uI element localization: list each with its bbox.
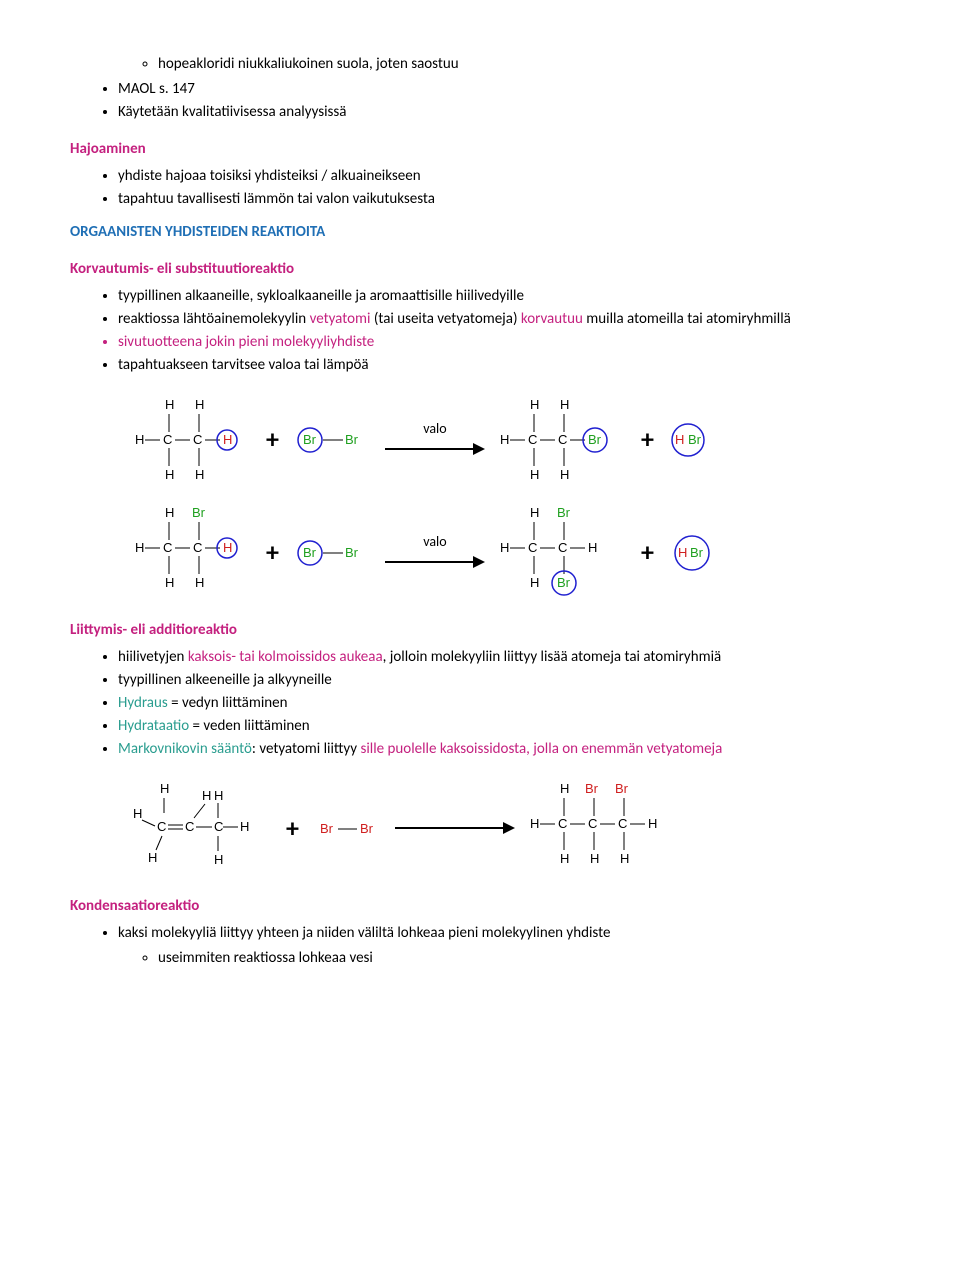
analysis-line: Käytetään kvalitatiivisessa analyysissä: [118, 102, 890, 123]
svg-text:C: C: [558, 816, 567, 831]
liittymis-b5: Markovnikovin sääntö: vetyatomi liittyy …: [118, 739, 890, 760]
plus-icon: +: [286, 810, 299, 846]
korvautumis-b3: sivutuotteena jokin pieni molekyyliyhdis…: [118, 332, 890, 353]
hajoaminen-b1: yhdiste hajoaa toisiksi yhdisteiksi / al…: [118, 166, 890, 187]
svg-text:Br: Br: [345, 545, 359, 560]
liittymis-b1: hiilivetyjen kaksois- tai kolmoissidos a…: [118, 647, 890, 668]
svg-text:H: H: [165, 505, 174, 520]
svg-text:Br: Br: [688, 432, 702, 447]
svg-text:H: H: [560, 851, 569, 866]
liittymis-b3: Hydraus = vedyn liittäminen: [118, 693, 890, 714]
liittymis-list: hiilivetyjen kaksois- tai kolmoissidos a…: [70, 647, 890, 760]
hajoaminen-list: yhdiste hajoaa toisiksi yhdisteiksi / al…: [70, 166, 890, 210]
plus-icon: +: [266, 421, 279, 457]
svg-text:H: H: [500, 540, 509, 555]
substitution-diagram-1: H H H C C H H H + Br Br valo: [130, 394, 890, 484]
plus-icon: +: [266, 534, 279, 570]
svg-text:H: H: [223, 540, 232, 555]
korvautumis-b2: reaktiossa lähtöainemolekyylin vetyatomi…: [118, 309, 890, 330]
svg-text:Br: Br: [320, 821, 334, 836]
svg-text:H: H: [223, 432, 232, 447]
liittymis-title: Liittymis- eli additioreaktio: [70, 620, 890, 641]
liittymis-b2: tyypillinen alkeeneille ja alkyyneille: [118, 670, 890, 691]
svg-text:H: H: [165, 575, 174, 590]
svg-text:C: C: [528, 432, 537, 447]
svg-text:H: H: [560, 467, 569, 482]
kondensaatio-b1: kaksi molekyyliä liittyy yhteen ja niide…: [118, 923, 890, 969]
svg-text:H: H: [530, 397, 539, 412]
hajoaminen-title: Hajoaminen: [70, 139, 890, 160]
orgaanisten-title: ORGAANISTEN YHDISTEIDEN REAKTIOITA: [70, 222, 890, 243]
korvautumis-list: tyypillinen alkaaneille, sykloalkaaneill…: [70, 286, 890, 376]
svg-text:H: H: [500, 432, 509, 447]
addition-diagram: H H H C C C H H H H + Br Br: [130, 778, 890, 878]
svg-text:H: H: [560, 781, 569, 796]
svg-text:H: H: [165, 397, 174, 412]
svg-text:H: H: [240, 819, 249, 834]
svg-text:H: H: [530, 816, 539, 831]
svg-text:H: H: [588, 540, 597, 555]
svg-text:H: H: [530, 467, 539, 482]
svg-text:H: H: [148, 850, 157, 865]
svg-text:H: H: [590, 851, 599, 866]
svg-text:C: C: [618, 816, 627, 831]
svg-text:Br: Br: [690, 545, 704, 560]
svg-text:C: C: [558, 432, 567, 447]
svg-text:Br: Br: [588, 432, 602, 447]
svg-text:H: H: [675, 432, 684, 447]
plus-icon: +: [641, 421, 654, 457]
svg-text:H: H: [133, 806, 142, 821]
svg-text:H: H: [195, 467, 204, 482]
svg-text:H: H: [135, 540, 144, 555]
maol-ref: MAOL s. 147: [118, 79, 890, 100]
svg-text:C: C: [157, 819, 166, 834]
valo-label-1: valo: [423, 419, 446, 439]
liittymis-b4: Hydrataatio = veden liittäminen: [118, 716, 890, 737]
svg-text:Br: Br: [615, 781, 629, 796]
korvautumis-b1: tyypillinen alkaaneille, sykloalkaaneill…: [118, 286, 890, 307]
kondensaatio-b1-sub: useimmiten reaktiossa lohkeaa vesi: [158, 948, 890, 969]
svg-text:H: H: [214, 788, 223, 803]
svg-text:H: H: [530, 505, 539, 520]
svg-text:Br: Br: [303, 545, 317, 560]
svg-text:Br: Br: [360, 821, 374, 836]
svg-text:H: H: [678, 545, 687, 560]
svg-text:Br: Br: [192, 505, 206, 520]
svg-text:Br: Br: [557, 505, 571, 520]
svg-text:H: H: [165, 467, 174, 482]
svg-text:H: H: [620, 851, 629, 866]
svg-text:C: C: [193, 432, 202, 447]
svg-text:Br: Br: [557, 575, 571, 590]
svg-text:H: H: [202, 788, 211, 803]
svg-text:C: C: [558, 540, 567, 555]
svg-text:C: C: [185, 819, 194, 834]
hajoaminen-b2: tapahtuu tavallisesti lämmön tai valon v…: [118, 189, 890, 210]
svg-text:Br: Br: [585, 781, 599, 796]
substitution-diagram-2: H Br H C C H H H + Br Br valo: [130, 502, 890, 602]
kondensaatio-title: Kondensaatioreaktio: [70, 896, 890, 917]
svg-text:H: H: [530, 575, 539, 590]
svg-text:C: C: [163, 432, 172, 447]
svg-text:H: H: [560, 397, 569, 412]
valo-label-2: valo: [423, 532, 446, 552]
kondensaatio-list: kaksi molekyyliä liittyy yhteen ja niide…: [70, 923, 890, 969]
svg-text:H: H: [195, 397, 204, 412]
svg-text:H: H: [160, 781, 169, 796]
svg-text:C: C: [163, 540, 172, 555]
svg-text:Br: Br: [345, 432, 359, 447]
svg-text:H: H: [135, 432, 144, 447]
svg-text:Br: Br: [303, 432, 317, 447]
svg-text:C: C: [214, 819, 223, 834]
svg-text:C: C: [588, 816, 597, 831]
svg-text:C: C: [193, 540, 202, 555]
korvautumis-b4: tapahtuakseen tarvitsee valoa tai lämpöä: [118, 355, 890, 376]
svg-text:C: C: [528, 540, 537, 555]
svg-text:H: H: [214, 852, 223, 867]
intro-bullet-list: hopeakloridi niukkaliukoinen suola, jote…: [70, 54, 890, 123]
svg-text:H: H: [195, 575, 204, 590]
korvautumis-title: Korvautumis- eli substituutioreaktio: [70, 259, 890, 280]
plus-icon: +: [641, 534, 654, 570]
intro-sub-bullet: hopeakloridi niukkaliukoinen suola, jote…: [158, 54, 890, 75]
svg-text:H: H: [648, 816, 657, 831]
